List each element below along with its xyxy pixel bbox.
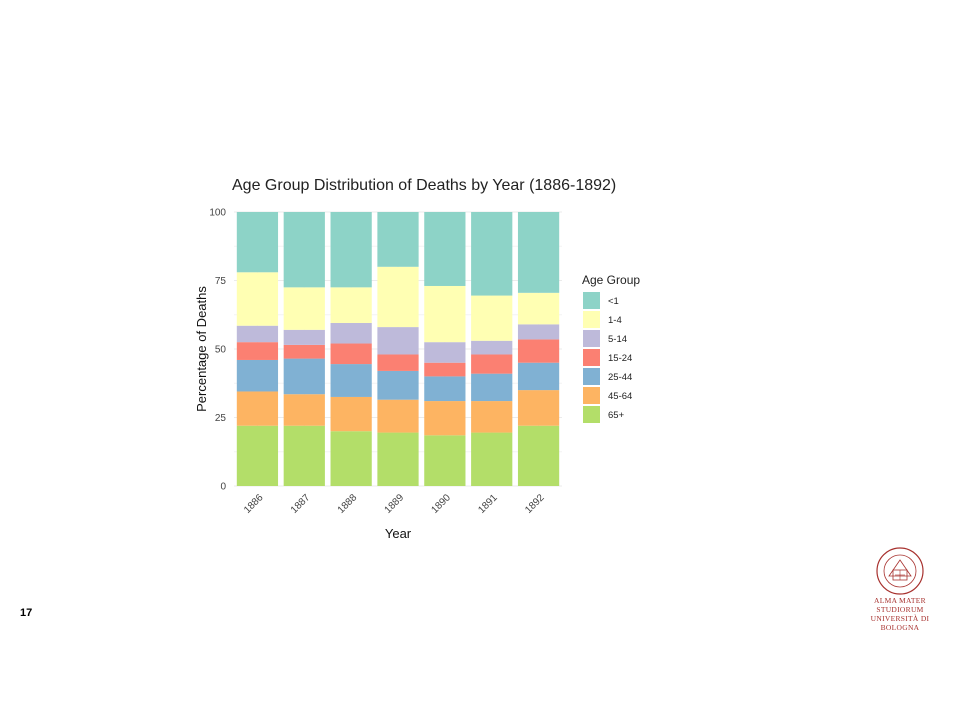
bar-segment-1887-65+ (283, 425, 325, 486)
bar-segment-1890-25-44 (424, 376, 466, 402)
legend-swatch-<1 (583, 292, 600, 309)
slide-number: 17 (20, 607, 33, 619)
bar-segment-1892-25-44 (517, 362, 560, 391)
bar-segment-1887-1-4 (283, 287, 325, 330)
bar-segment-1892-15-24 (517, 339, 560, 363)
y-tick-label: 75 (215, 276, 227, 287)
legend-label-5-14: 5-14 (608, 334, 627, 345)
bar-segment-1886-45-64 (236, 391, 279, 426)
x-tick-label: 1886 (242, 492, 266, 516)
x-axis-title: Year (385, 526, 412, 541)
bar-segment-1892-5-14 (517, 324, 560, 340)
bar-segment-1892-45-64 (517, 390, 560, 426)
bar-segment-1887-25-44 (283, 358, 325, 395)
bar-segment-1886-1-4 (236, 272, 279, 326)
logo-line-2: UNIVERSITÀ DI BOLOGNA (870, 614, 930, 632)
bar-segment-1892-1-4 (517, 292, 560, 325)
bar-segment-1888-<1 (330, 212, 372, 288)
bar-segment-1887-<1 (283, 212, 325, 288)
bar-segment-1891-5-14 (471, 340, 513, 355)
bar-segment-1888-15-24 (330, 343, 372, 365)
legend-swatch-25-44 (583, 368, 600, 385)
bar-segment-1888-1-4 (330, 287, 372, 323)
bar-segment-1888-25-44 (330, 364, 372, 397)
bars (236, 212, 560, 486)
bar-segment-1889-1-4 (377, 266, 419, 328)
legend-swatch-15-24 (583, 349, 600, 366)
university-seal-icon (876, 547, 924, 595)
bar-segment-1891-25-44 (471, 373, 513, 402)
bar-segment-1889-45-64 (377, 399, 419, 433)
bar-segment-1890-15-24 (424, 362, 466, 377)
legend-label-65+: 65+ (608, 410, 625, 421)
bar-segment-1886-25-44 (236, 359, 279, 392)
legend-swatch-65+ (583, 406, 600, 423)
legend-swatch-5-14 (583, 330, 600, 347)
x-tick-label: 1888 (336, 492, 360, 516)
bar-segment-1886-<1 (236, 212, 279, 273)
bar-segment-1886-65+ (236, 425, 279, 486)
y-tick-label: 50 (215, 345, 227, 356)
bar-segment-1891-15-24 (471, 354, 513, 374)
bar-segment-1890-1-4 (424, 285, 466, 343)
bar-segment-1888-45-64 (330, 396, 372, 432)
bar-segment-1889-<1 (377, 212, 419, 267)
bar-segment-1889-5-14 (377, 327, 419, 355)
bar-segment-1890-5-14 (424, 342, 466, 363)
logo-line-1: ALMA MATER STUDIORUM (874, 596, 926, 614)
bar-segment-1888-5-14 (330, 322, 372, 344)
legend-label-25-44: 25-44 (608, 372, 632, 383)
bar-segment-1890-45-64 (424, 401, 466, 436)
x-tick-label: 1889 (383, 492, 407, 516)
bar-segment-1891-1-4 (471, 295, 513, 341)
legend-label-15-24: 15-24 (608, 353, 632, 364)
y-axis-title: Percentage of Deaths (194, 286, 209, 412)
bar-segment-1890-<1 (424, 212, 466, 286)
y-tick-label: 25 (215, 413, 227, 424)
bar-segment-1889-65+ (377, 432, 419, 486)
bar-segment-1892-<1 (517, 212, 560, 293)
legend-label-<1: <1 (608, 296, 619, 307)
legend: <1 1-4 5-14 15-24 25-44 45-64 65+ (583, 292, 632, 423)
university-logo: ALMA MATER STUDIORUM UNIVERSITÀ DI BOLOG… (852, 546, 948, 632)
y-tick-label: 100 (209, 208, 226, 219)
bar-segment-1887-15-24 (283, 344, 325, 359)
legend-label-45-64: 45-64 (608, 391, 632, 402)
bar-segment-1891-65+ (471, 432, 513, 486)
bar-segment-1889-15-24 (377, 354, 419, 371)
bar-segment-1888-65+ (330, 431, 372, 486)
y-axis-ticks: 0 25 50 75 100 (209, 208, 226, 493)
legend-swatch-1-4 (583, 311, 600, 328)
legend-label-1-4: 1-4 (608, 315, 622, 326)
x-tick-label: 1892 (523, 492, 547, 516)
legend-swatch-45-64 (583, 387, 600, 404)
bar-segment-1887-45-64 (283, 394, 325, 426)
x-tick-label: 1890 (429, 492, 453, 516)
x-tick-label: 1887 (289, 492, 313, 516)
x-axis-ticks: 1886 1887 1888 1889 1890 1891 1892 (242, 492, 547, 516)
bar-segment-1891-<1 (471, 212, 513, 296)
bar-segment-1886-5-14 (236, 325, 279, 343)
bar-segment-1892-65+ (517, 425, 560, 486)
x-tick-label: 1891 (476, 492, 500, 516)
bar-segment-1886-15-24 (236, 342, 279, 360)
legend-title: Age Group (582, 273, 640, 287)
y-tick-label: 0 (220, 482, 226, 493)
bar-segment-1891-45-64 (471, 401, 513, 433)
bar-segment-1890-65+ (424, 435, 466, 486)
bar-segment-1889-25-44 (377, 370, 419, 400)
bar-segment-1887-5-14 (283, 329, 325, 345)
chart-title: Age Group Distribution of Deaths by Year… (232, 177, 616, 194)
